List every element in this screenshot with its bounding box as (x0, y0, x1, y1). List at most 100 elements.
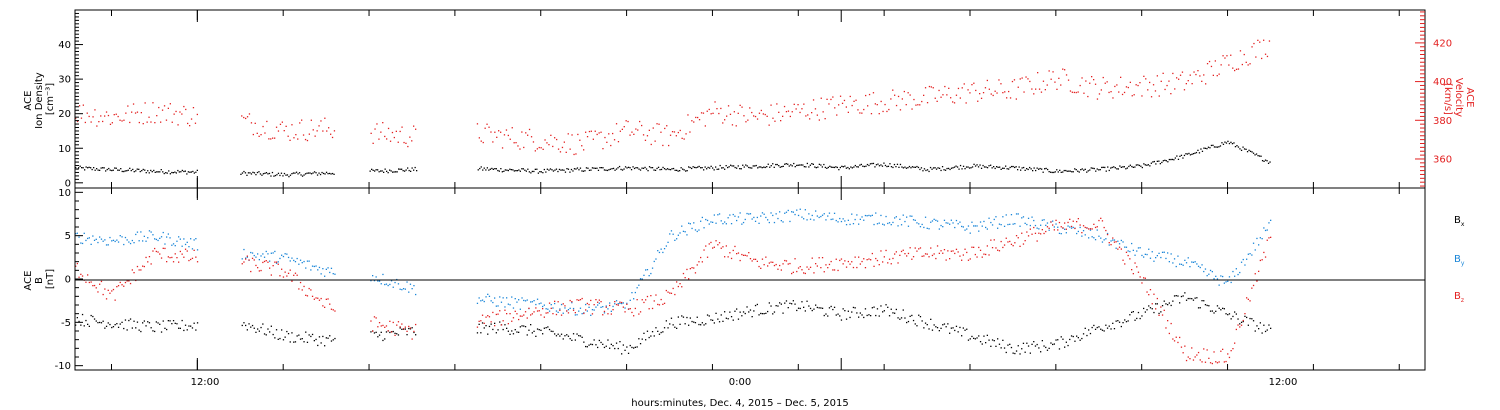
data-point (1125, 168, 1127, 170)
data-point (794, 166, 796, 168)
data-point (986, 334, 988, 336)
data-point (1213, 312, 1215, 314)
data-point (297, 138, 299, 140)
data-point (984, 87, 987, 89)
data-point (517, 145, 519, 147)
data-point (281, 329, 283, 331)
data-point (973, 246, 975, 248)
data-point (1082, 333, 1085, 335)
data-point (780, 120, 782, 122)
data-point (495, 305, 497, 307)
data-point (822, 111, 824, 113)
data-point (961, 259, 963, 261)
data-point (396, 324, 398, 326)
data-point (284, 336, 286, 338)
data-point (1115, 247, 1117, 249)
data-point (691, 167, 693, 170)
data-point (571, 339, 573, 341)
data-point (772, 313, 774, 315)
data-point (106, 168, 108, 171)
data-point (132, 103, 135, 105)
data-point (763, 166, 765, 168)
data-point (824, 118, 826, 120)
data-point (1208, 273, 1210, 275)
data-point (142, 123, 144, 125)
data-point (530, 172, 532, 174)
data-point (177, 124, 179, 126)
data-point (261, 174, 263, 176)
data-point (936, 100, 938, 102)
data-point (1251, 151, 1253, 153)
data-point (287, 333, 290, 335)
data-point (154, 238, 156, 240)
data-point (399, 168, 401, 170)
data-point (1225, 281, 1227, 283)
data-point (732, 249, 734, 252)
data-point (938, 89, 940, 92)
data-point (1251, 318, 1253, 320)
data-point (1135, 84, 1137, 86)
data-point (172, 172, 174, 174)
data-point (766, 166, 768, 168)
data-point (892, 257, 894, 260)
data-point (1184, 345, 1186, 347)
data-point (322, 130, 324, 132)
data-point (299, 122, 301, 124)
data-point (525, 132, 527, 134)
data-point (129, 318, 132, 320)
data-point (1252, 320, 1255, 322)
data-point (1175, 336, 1177, 338)
data-point (1184, 259, 1186, 261)
data-point (540, 147, 542, 149)
data-point (722, 122, 724, 124)
data-point (1021, 232, 1023, 234)
data-point (617, 141, 620, 143)
data-point (503, 134, 506, 136)
data-point (746, 212, 748, 215)
data-point (624, 166, 627, 168)
data-point (267, 328, 269, 330)
data-point (707, 166, 709, 169)
data-point (612, 132, 614, 135)
data-point (969, 338, 971, 340)
data-point (80, 273, 82, 275)
data-point (1064, 228, 1066, 230)
data-point (830, 260, 832, 263)
data-point (880, 100, 882, 103)
data-point (973, 225, 975, 227)
data-point (162, 231, 164, 234)
data-point (859, 312, 861, 314)
data-point (1029, 166, 1031, 169)
data-point (1168, 261, 1170, 263)
data-point (92, 235, 94, 237)
data-point (145, 325, 147, 327)
data-point (314, 135, 316, 137)
data-point (301, 262, 303, 264)
data-point (637, 129, 639, 131)
data-point (494, 131, 496, 133)
data-point (923, 94, 925, 96)
data-point (401, 289, 403, 291)
data-point (250, 326, 252, 328)
data-point (669, 233, 671, 235)
data-point (483, 300, 485, 303)
data-point (658, 304, 661, 306)
data-point (1256, 325, 1258, 327)
top-left-axis-label-line2: Ion Density (34, 72, 45, 129)
data-point (528, 307, 530, 309)
data-point (145, 172, 147, 174)
data-point (308, 260, 310, 262)
data-point (1175, 295, 1177, 297)
data-point (928, 228, 930, 230)
data-point (1090, 167, 1092, 169)
data-point (150, 121, 152, 123)
data-point (385, 325, 388, 327)
data-point (1206, 349, 1208, 351)
data-point (644, 166, 646, 169)
data-point (1230, 318, 1232, 320)
data-point (1267, 162, 1270, 164)
data-point (971, 221, 973, 223)
data-point (1054, 171, 1056, 173)
top-right-tick-label: 420 (1433, 38, 1452, 49)
data-point (131, 239, 133, 242)
